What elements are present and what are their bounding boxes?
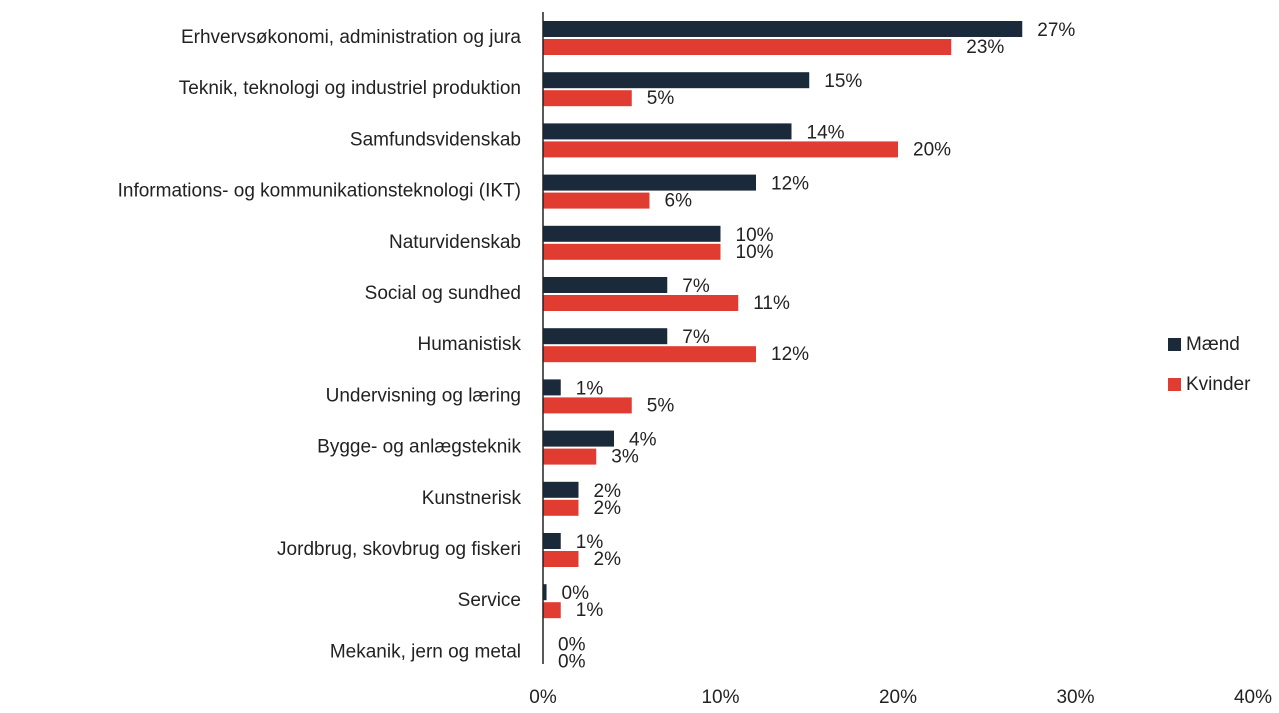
x-tick-label: 40% [1234,687,1272,708]
x-tick-label: 0% [529,687,557,708]
category-label: Undervisning og læring [326,385,521,406]
bar [543,277,668,293]
category-label: Social og sundhed [365,283,521,304]
data-label: 5% [647,395,675,416]
category-label: Informations- og kommunikationsteknologi… [118,181,521,202]
data-label: 12% [771,174,809,195]
bar [543,430,614,447]
category-label: Erhvervsøkonomi, administration og jura [181,27,521,48]
data-label: 1% [576,532,604,553]
data-label: 4% [629,430,657,451]
data-label: 11% [753,293,790,314]
data-label: 20% [913,139,951,160]
bar [543,174,756,191]
data-label: 15% [824,71,862,92]
bar [543,328,668,345]
data-label: 7% [682,276,710,297]
category-label: Bygge- og anlægsteknik [317,437,521,458]
bar [543,397,632,414]
bar [543,72,810,89]
bar [543,123,792,140]
data-label: 2% [594,481,622,502]
category-label: Samfundsvidenskab [350,129,521,150]
data-label: 12% [771,344,809,365]
category-label: Humanistisk [418,334,522,355]
bar [543,346,756,363]
bar [543,243,721,260]
bar [543,584,547,601]
data-label: 2% [594,498,622,519]
category-label: Kunstnerisk [422,488,522,509]
data-label: 10% [736,242,774,263]
x-tick-label: 10% [701,687,739,708]
bar [543,499,579,516]
category-label: Service [458,590,521,611]
data-label: 0% [562,583,590,604]
bar [543,481,579,498]
bar [543,90,632,107]
data-label: 5% [647,88,675,109]
legend-label: Mænd [1186,334,1240,355]
data-label: 1% [576,600,604,621]
bar [543,533,561,549]
bar [543,39,952,55]
data-label: 0% [558,634,586,655]
data-label: 6% [665,191,693,212]
legend-label: Kvinder [1186,374,1251,395]
category-label: Teknik, teknologi og industriel produkti… [179,78,521,99]
data-label: 3% [611,447,639,468]
bar [543,21,1023,37]
bar [543,379,561,396]
data-label: 27% [1037,20,1075,41]
bar [543,141,898,158]
bar [543,602,561,619]
bar [543,448,597,465]
bar [543,225,721,242]
data-label: 7% [682,327,710,348]
bar [543,295,739,311]
x-tick-label: 20% [879,687,917,708]
category-label: Mekanik, jern og metal [330,641,521,662]
bar [543,551,579,567]
x-tick-label: 30% [1056,687,1094,708]
category-label: Jordbrug, skovbrug og fiskeri [277,539,521,560]
data-label: 14% [807,122,845,143]
category-label: Naturvidenskab [389,232,521,253]
legend-swatch [1168,378,1181,391]
legend-swatch [1168,338,1181,351]
data-label: 1% [576,378,604,399]
data-label: 2% [594,549,622,570]
data-label: 0% [558,651,586,672]
data-label: 10% [736,225,774,246]
data-label: 23% [966,37,1004,58]
bar [543,192,650,209]
